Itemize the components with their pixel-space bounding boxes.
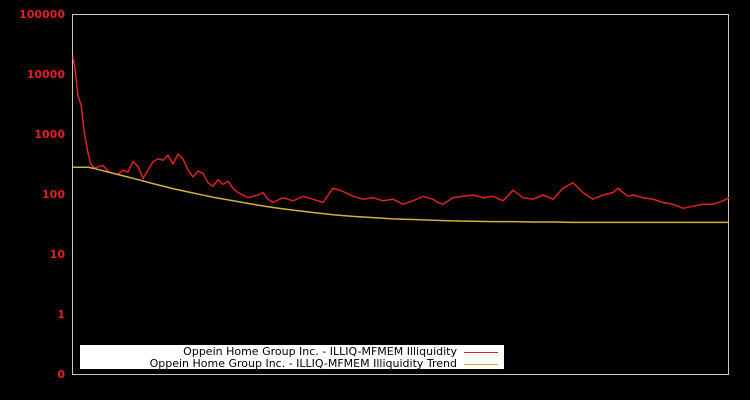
legend-swatch-trend bbox=[464, 364, 498, 365]
series-layer bbox=[72, 56, 730, 224]
illiquidity-line bbox=[72, 56, 730, 210]
y-tick-label: 100 bbox=[42, 188, 65, 201]
y-tick-label: 1000 bbox=[34, 128, 65, 141]
y-tick-label: 0 bbox=[57, 368, 65, 381]
legend-swatch-illiquidity bbox=[464, 352, 498, 353]
y-tick-label: 1 bbox=[57, 308, 65, 321]
legend-label-illiquidity: Oppein Home Group Inc. - ILLIQ-MFMEM Ill… bbox=[183, 345, 457, 358]
legend: Oppein Home Group Inc. - ILLIQ-MFMEM Ill… bbox=[80, 345, 504, 370]
legend-label-trend: Oppein Home Group Inc. - ILLIQ-MFMEM Ill… bbox=[149, 357, 457, 370]
y-tick-label: 100000 bbox=[19, 8, 65, 21]
illiquidity-trend-line bbox=[73, 166, 729, 224]
y-tick-label: 10000 bbox=[26, 68, 65, 81]
plot-frame bbox=[72, 14, 729, 375]
y-tick-label: 10 bbox=[49, 248, 65, 261]
